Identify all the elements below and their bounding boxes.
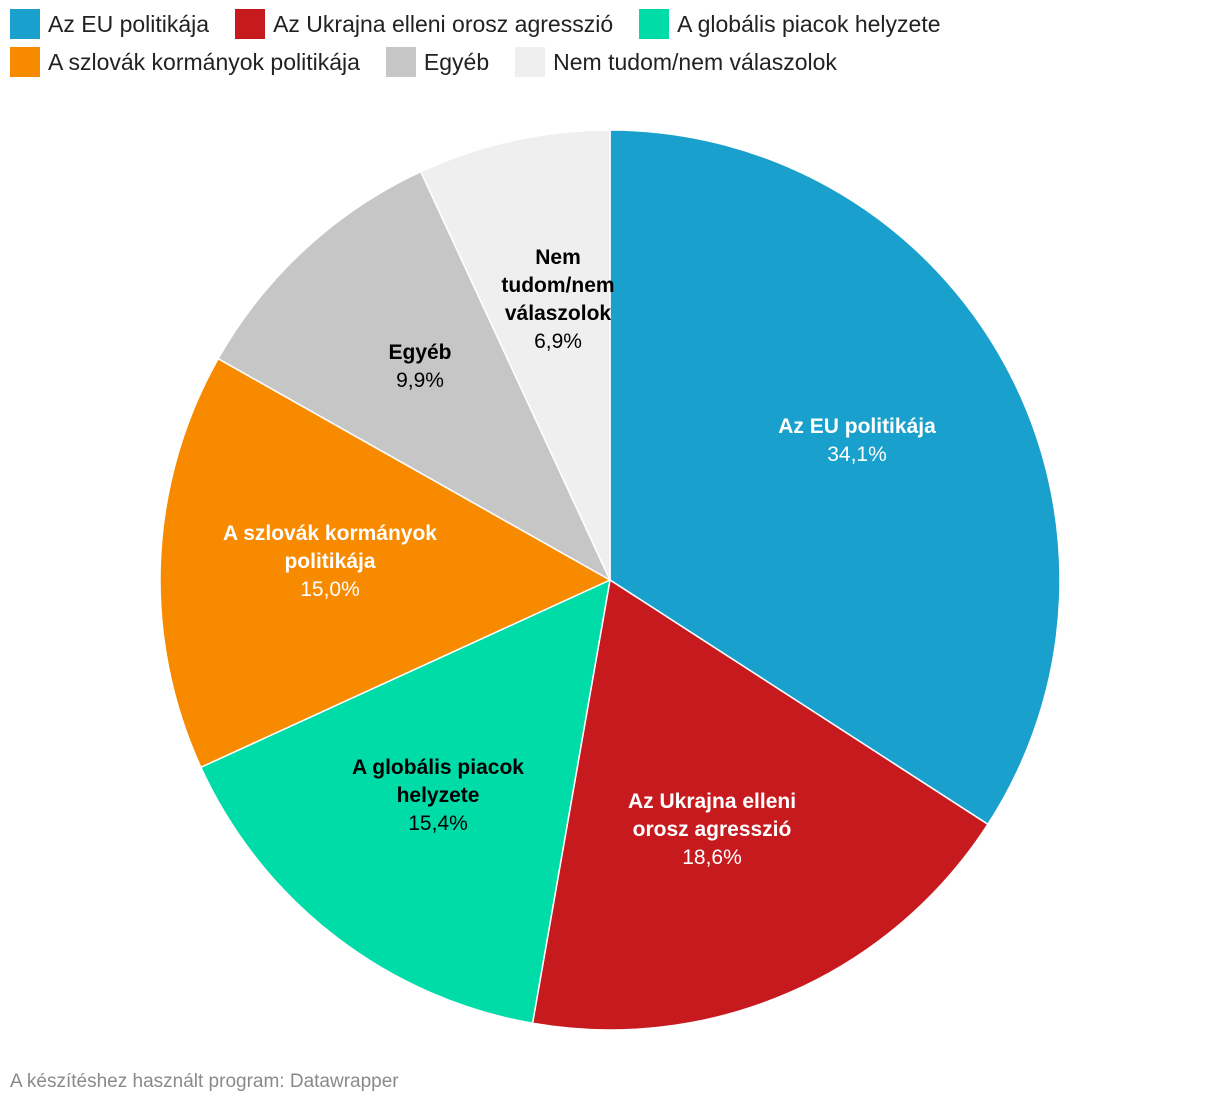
slice-value-label: 15,4% [408,812,468,835]
legend: Az EU politikája Az Ukrajna elleni orosz… [10,8,1210,84]
slice-label: helyzete [397,784,480,807]
pie-slice [609,129,1061,826]
legend-swatch [515,47,546,77]
legend-item: A szlovák kormányok politikája [10,47,360,77]
pie-slice [159,357,612,769]
legend-swatch [639,9,670,39]
legend-swatch [10,47,40,77]
pie-slice [199,578,611,1025]
legend-label: A globális piacok helyzete [677,10,941,37]
slice-label: politikája [284,550,375,573]
legend-row-2: A szlovák kormányok politikája Egyéb Nem… [10,46,1210,78]
pie-slices [159,129,1061,1031]
slice-label: A globális piacok [352,756,524,779]
slice-value-label: 15,0% [300,578,360,601]
slice-label: Az EU politikája [778,415,936,438]
pie-slice [217,170,612,582]
legend-swatch [235,9,266,39]
slice-label: Az Ukrajna elleni [628,790,796,813]
footer-credit: A készítéshez használt program: Datawrap… [10,1071,399,1092]
pie-labels: Az EU politikája 34,1% Az Ukrajna elleni or… [223,246,936,869]
slice-value-label: 34,1% [827,443,887,466]
legend-item: Az Ukrajna elleni orosz agresszió [235,9,613,39]
slice-label: A szlovák kormányok [223,522,437,545]
slice-value-label: 9,9% [396,369,444,392]
legend-label: Nem tudom/nem válaszolok [553,48,837,75]
legend-row-1: Az EU politikája Az Ukrajna elleni orosz… [10,8,1210,40]
legend-swatch [10,9,40,39]
slice-label: orosz agresszió [633,818,792,841]
legend-item: A globális piacok helyzete [639,9,941,39]
slice-label: Nem [535,246,581,269]
legend-label: Az EU politikája [48,10,210,37]
pie-slice [531,578,989,1031]
slice-label: Egyéb [388,341,451,364]
legend-label: A szlovák kormányok politikája [48,48,360,75]
legend-swatch [385,47,416,77]
legend-item: Az EU politikája [10,9,209,39]
slice-label: tudom/nem [501,274,614,297]
slice-value-label: 6,9% [534,330,582,353]
legend-label: Az Ukrajna elleni orosz agresszió [273,10,614,37]
slice-label: válaszolok [505,302,612,325]
legend-item: Egyéb [385,47,490,77]
legend-label: Egyéb [423,48,490,75]
slice-value-label: 18,6% [682,846,742,869]
pie-slice [419,129,611,581]
legend-item: Nem tudom/nem válaszolok [515,47,837,77]
